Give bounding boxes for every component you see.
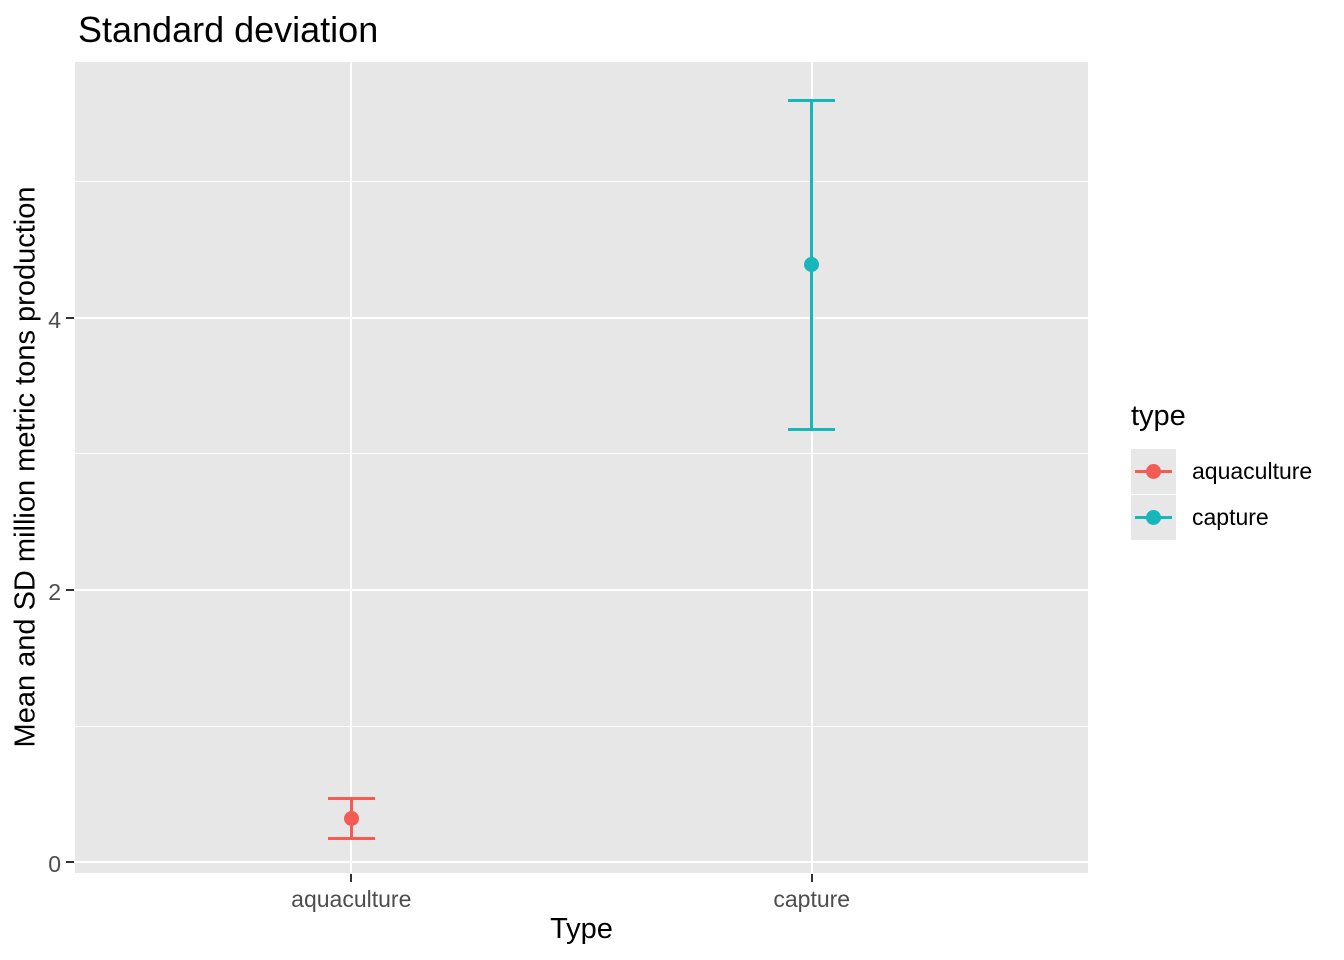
gridline-minor (75, 725, 1088, 727)
gridline-vertical (350, 62, 353, 873)
data-point-aquaculture (343, 811, 359, 827)
plot-panel (75, 62, 1088, 873)
y-tick-mark (66, 588, 74, 591)
x-tick-mark (810, 874, 813, 882)
y-tick-mark (66, 861, 74, 864)
legend-label: aquaculture (1192, 457, 1313, 484)
gridline-major (75, 861, 1088, 864)
y-axis-title: Mean and SD million metric tons producti… (9, 186, 42, 748)
errorbar-cap (327, 796, 375, 800)
x-axis-title: Type (550, 913, 613, 945)
y-tick-mark (66, 316, 74, 319)
x-tick-label: aquaculture (291, 886, 412, 912)
errorbar-cap (788, 98, 836, 102)
legend-item-aquaculture: aquaculture (1131, 448, 1312, 494)
gridline-major (75, 316, 1088, 319)
plot-title: Standard deviation (78, 9, 379, 50)
legend-label: capture (1192, 503, 1269, 530)
legend-item-capture: capture (1131, 494, 1312, 540)
legend-key (1131, 448, 1176, 494)
gridline-major (75, 588, 1088, 591)
point-icon (1146, 509, 1161, 525)
gridline-minor (75, 453, 1088, 455)
gridline-vertical (810, 62, 813, 873)
errorbar-cap (327, 837, 375, 841)
errorbar-cap (788, 427, 836, 431)
y-tick-label: 2 (48, 578, 61, 605)
x-tick-label: capture (773, 886, 851, 912)
point-icon (1146, 463, 1161, 479)
legend-title: type (1131, 400, 1186, 432)
legend-key (1131, 494, 1176, 540)
gridline-minor (75, 181, 1088, 183)
data-point-capture (804, 257, 820, 273)
y-tick-label: 4 (48, 306, 61, 333)
y-tick-label: 0 (48, 851, 61, 878)
x-tick-mark (350, 874, 353, 882)
legend: type aquaculture capture (1131, 400, 1312, 540)
